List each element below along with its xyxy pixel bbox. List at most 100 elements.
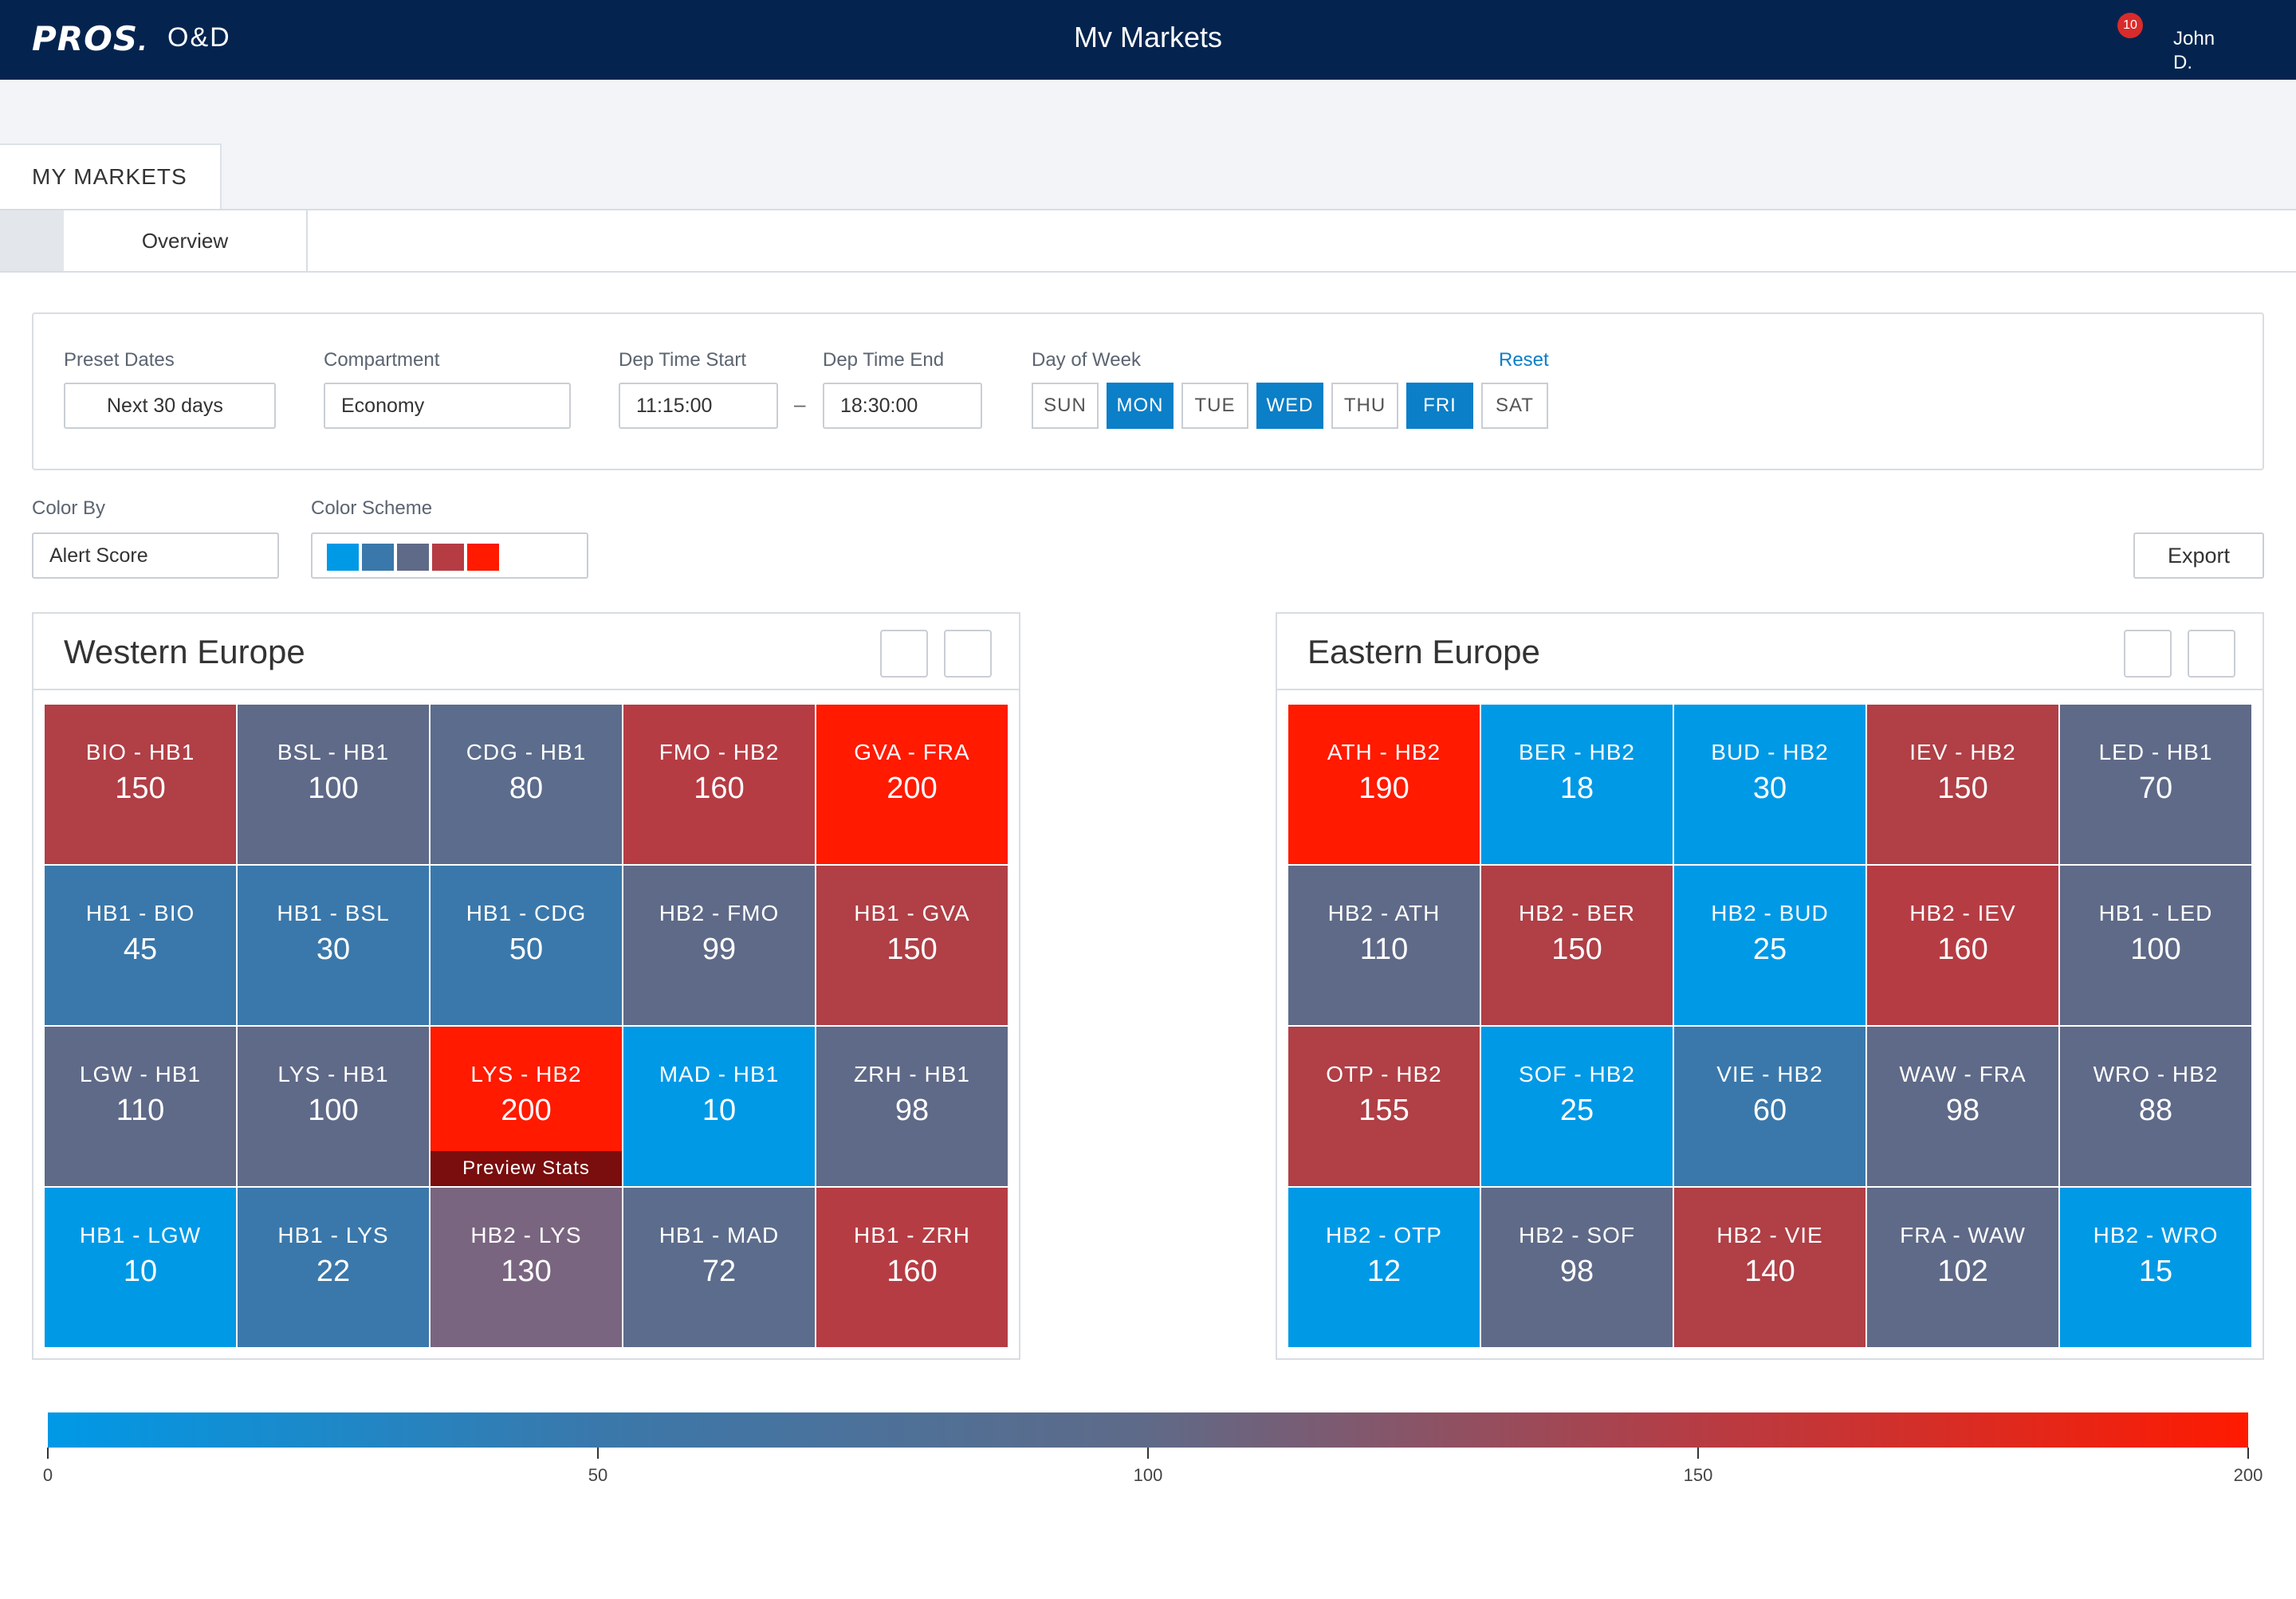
- market-route: HB1 - LYS: [277, 1223, 389, 1247]
- dep-time-end-input[interactable]: 18:30:00: [823, 383, 982, 429]
- day-toggle-tue[interactable]: TUE: [1181, 383, 1248, 429]
- market-tile[interactable]: SOF - HB2 25: [1480, 1026, 1673, 1187]
- panel-action-button[interactable]: [2124, 630, 2172, 678]
- market-tile[interactable]: HB1 - MAD 72: [623, 1187, 816, 1348]
- market-route: BIO - HB1: [85, 740, 195, 764]
- color-swatch: [467, 544, 499, 571]
- market-tile[interactable]: GVA - FRA 200: [816, 704, 1008, 865]
- market-alert-score: 155: [1358, 1094, 1409, 1127]
- tab-overview[interactable]: Overview: [64, 210, 308, 271]
- market-tile[interactable]: HB2 - ATH 110: [1288, 865, 1480, 1026]
- market-tile[interactable]: HB1 - CDG 50: [430, 865, 623, 1026]
- market-tile[interactable]: HB2 - SOF 98: [1480, 1187, 1673, 1348]
- market-route: HB1 - GVA: [854, 901, 970, 925]
- market-tile[interactable]: LYS - HB1 100: [237, 1026, 430, 1187]
- notification-badge[interactable]: 10: [2117, 13, 2143, 38]
- market-tile[interactable]: HB2 - BER 150: [1480, 865, 1673, 1026]
- compartment-select[interactable]: Economy: [324, 383, 571, 429]
- market-tile[interactable]: HB2 - WRO 15: [2059, 1187, 2252, 1348]
- market-tile[interactable]: HB1 - LED 100: [2059, 865, 2252, 1026]
- market-tile[interactable]: HB1 - LYS 22: [237, 1187, 430, 1348]
- market-tile[interactable]: HB2 - OTP 12: [1288, 1187, 1480, 1348]
- market-tile[interactable]: HB2 - FMO 99: [623, 865, 816, 1026]
- market-tile[interactable]: HB2 - BUD 25: [1673, 865, 1866, 1026]
- market-route: HB1 - BIO: [85, 901, 195, 925]
- market-alert-score: 15: [2138, 1255, 2173, 1288]
- market-tile[interactable]: HB2 - LYS 130: [430, 1187, 623, 1348]
- market-alert-score: 100: [308, 772, 359, 805]
- day-toggle-thu[interactable]: THU: [1331, 383, 1398, 429]
- reset-link[interactable]: Reset: [1499, 349, 1549, 371]
- market-tile[interactable]: ATH - HB2 190: [1288, 704, 1480, 865]
- day-toggle-fri[interactable]: FRI: [1406, 383, 1473, 429]
- market-route: OTP - HB2: [1326, 1062, 1442, 1086]
- market-tile[interactable]: BIO - HB1 150: [44, 704, 237, 865]
- market-tile[interactable]: LED - HB1 70: [2059, 704, 2252, 865]
- market-alert-score: 12: [1366, 1255, 1402, 1288]
- market-route: CDG - HB1: [466, 740, 587, 764]
- color-swatch: [327, 544, 359, 571]
- day-toggle-sat[interactable]: SAT: [1481, 383, 1548, 429]
- panel-action-button[interactable]: [2188, 630, 2235, 678]
- market-tile[interactable]: BSL - HB1 100: [237, 704, 430, 865]
- market-tile[interactable]: HB1 - GVA 150: [816, 865, 1008, 1026]
- market-alert-score: 30: [1752, 772, 1787, 805]
- market-tile[interactable]: HB2 - IEV 160: [1866, 865, 2059, 1026]
- day-toggle-sun[interactable]: SUN: [1032, 383, 1099, 429]
- user-menu[interactable]: John D.: [2173, 28, 2215, 73]
- market-alert-score: 102: [1937, 1255, 1988, 1288]
- market-tile[interactable]: WAW - FRA 98: [1866, 1026, 2059, 1187]
- market-route: HB1 - MAD: [659, 1223, 780, 1247]
- market-tile[interactable]: ZRH - HB1 98: [816, 1026, 1008, 1187]
- logo-text: PROS: [32, 19, 139, 58]
- pros-logo[interactable]: PROS.: [32, 19, 147, 58]
- tab-my-markets[interactable]: MY MARKETS: [0, 143, 222, 209]
- market-route: FMO - HB2: [659, 740, 780, 764]
- market-route: LED - HB1: [2098, 740, 2213, 764]
- market-tile[interactable]: HB1 - LGW 10: [44, 1187, 237, 1348]
- market-tile[interactable]: VIE - HB2 60: [1673, 1026, 1866, 1187]
- market-tile[interactable]: HB1 - ZRH 160: [816, 1187, 1008, 1348]
- market-alert-score: 160: [887, 1255, 938, 1288]
- color-by-select[interactable]: Alert Score: [32, 532, 279, 579]
- market-route: BUD - HB2: [1711, 740, 1829, 764]
- market-alert-score: 25: [1559, 1094, 1594, 1127]
- preset-dates-select[interactable]: Next 30 days: [64, 383, 276, 429]
- day-toggle-wed[interactable]: WED: [1256, 383, 1323, 429]
- panel-western-europe: Western Europe BIO - HB1 150 BSL - HB1 100 C…: [32, 612, 1020, 1360]
- day-toggle-mon[interactable]: MON: [1107, 383, 1174, 429]
- market-tile[interactable]: OTP - HB2 155: [1288, 1026, 1480, 1187]
- market-tile[interactable]: BER - HB2 18: [1480, 704, 1673, 865]
- market-alert-score: 22: [316, 1255, 351, 1288]
- market-tile[interactable]: HB2 - VIE 140: [1673, 1187, 1866, 1348]
- market-route: LYS - HB1: [277, 1062, 389, 1086]
- market-route: HB2 - WRO: [2093, 1223, 2219, 1247]
- color-scheme-label: Color Scheme: [311, 497, 433, 519]
- market-tile[interactable]: WRO - HB2 88: [2059, 1026, 2252, 1187]
- panel-action-button[interactable]: [944, 630, 992, 678]
- market-alert-score: 10: [702, 1094, 737, 1127]
- market-alert-score: 130: [501, 1255, 552, 1288]
- color-scheme-select[interactable]: [311, 532, 588, 579]
- market-tile[interactable]: HB1 - BSL 30: [237, 865, 430, 1026]
- market-tile[interactable]: FMO - HB2 160: [623, 704, 816, 865]
- market-tile[interactable]: IEV - HB2 150: [1866, 704, 2059, 865]
- market-alert-score: 80: [509, 772, 544, 805]
- preview-stats-button[interactable]: Preview Stats: [431, 1151, 622, 1186]
- market-tile[interactable]: MAD - HB1 10: [623, 1026, 816, 1187]
- market-tile[interactable]: CDG - HB1 80: [430, 704, 623, 865]
- legend-tick-label: 0: [42, 1465, 53, 1485]
- dep-time-start-input[interactable]: 11:15:00: [619, 383, 778, 429]
- export-button[interactable]: Export: [2133, 532, 2264, 579]
- market-tile[interactable]: FRA - WAW 102: [1866, 1187, 2059, 1348]
- market-tile[interactable]: HB1 - BIO 45: [44, 865, 237, 1026]
- market-tile[interactable]: LGW - HB1 110: [44, 1026, 237, 1187]
- top-bar: PROS. O&D Mv Markets 10 John D.: [0, 0, 2296, 80]
- market-tile[interactable]: BUD - HB2 30: [1673, 704, 1866, 865]
- market-route: LYS - HB2: [470, 1062, 582, 1086]
- market-tile[interactable]: LYS - HB2 200 Preview Stats: [430, 1026, 623, 1187]
- panel-action-button[interactable]: [880, 630, 928, 678]
- legend-tick: [597, 1448, 599, 1459]
- sub-tab-spacer: [0, 210, 64, 271]
- market-alert-score: 160: [1937, 933, 1988, 966]
